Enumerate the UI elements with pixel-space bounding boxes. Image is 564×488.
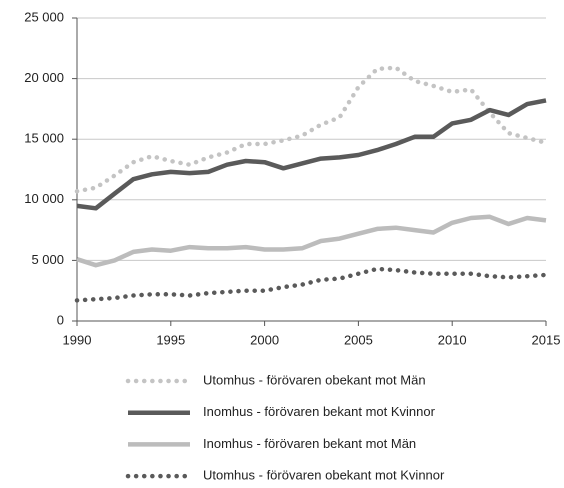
x-tick-label: 2005: [344, 332, 373, 347]
y-tick-label: 0: [57, 312, 64, 327]
series-line: [74, 65, 549, 194]
y-tick-label: 10 000: [24, 191, 64, 206]
series-line: [76, 98, 547, 211]
series-line: [74, 266, 549, 303]
series-line: [76, 214, 547, 268]
x-tick-label: 1990: [63, 332, 92, 347]
x-tick-label: 2010: [438, 332, 467, 347]
legend-label: Inomhus - förövaren bekant mot Män: [203, 436, 416, 451]
y-tick-label: 5 000: [31, 252, 64, 267]
legend-label: Utomhus - förövaren obekant mot Kvinnor: [203, 468, 445, 483]
legend-label: Utomhus - förövaren obekant mot Män: [203, 372, 426, 387]
y-tick-label: 25 000: [24, 9, 64, 24]
y-tick-label: 20 000: [24, 70, 64, 85]
y-tick-label: 15 000: [24, 131, 64, 146]
x-tick-label: 1995: [156, 332, 185, 347]
x-tick-label: 2000: [250, 332, 279, 347]
x-tick-label: 2015: [532, 332, 561, 347]
legend-label: Inomhus - förövaren bekant mot Kvinnor: [203, 404, 436, 419]
